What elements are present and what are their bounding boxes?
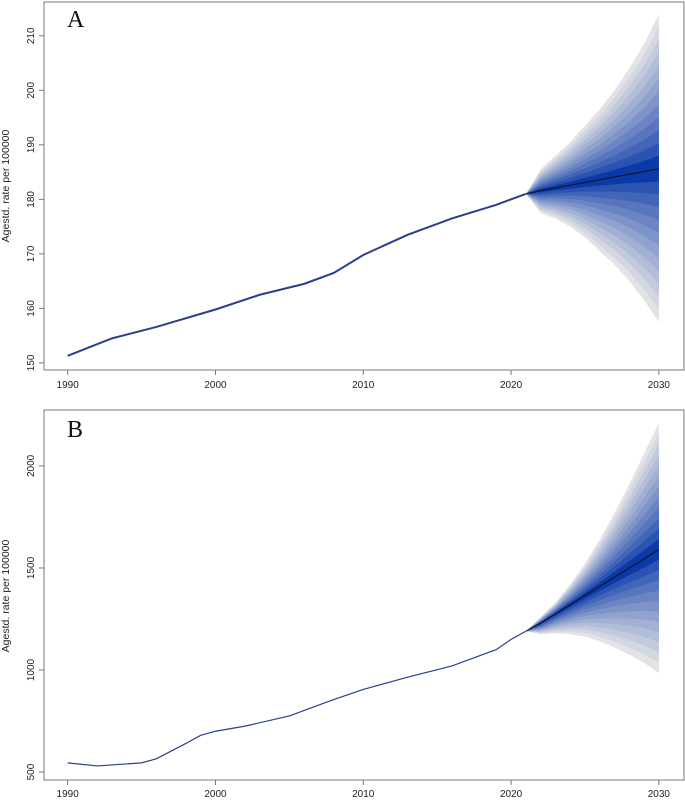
y-tick-label: 200 — [26, 82, 37, 99]
x-tick-label: 2030 — [648, 789, 671, 800]
x-tick-label: 2010 — [352, 380, 375, 391]
panel-b: B Agestd. rate per 100000 1990 2000 2010 20… — [0, 409, 685, 800]
x-tick-label: 2010 — [352, 789, 375, 800]
y-axis-label-b: Agestd. rate per 100000 — [0, 540, 12, 653]
forecast-band-1 — [525, 155, 659, 194]
forecast-median-line — [525, 168, 659, 195]
x-tick-label: 1990 — [57, 380, 80, 391]
forecast-median-line — [525, 549, 660, 632]
y-tick-label: 500 — [26, 763, 37, 780]
forecast-band-2 — [525, 528, 659, 632]
y-tick-label: 210 — [26, 27, 37, 44]
x-tick-label: 2000 — [204, 380, 227, 391]
x-tick-label: 2020 — [500, 789, 523, 800]
y-tick-label: 180 — [26, 191, 37, 208]
panel-label-a: A — [67, 7, 85, 33]
y-tick-label: 160 — [26, 300, 37, 317]
panel-label-b: B — [67, 417, 83, 443]
y-axis-label-a: Agestd. rate per 100000 — [0, 130, 12, 243]
observed-line — [67, 630, 527, 767]
observed-line — [67, 192, 527, 357]
panel-a: A Agestd. rate per 100000 1990 2000 2010 20… — [0, 1, 685, 391]
x-tick-label: 2030 — [648, 380, 671, 391]
y-tick-label: 150 — [26, 354, 37, 371]
x-tick-label: 2020 — [500, 380, 523, 391]
y-tick-label: 1000 — [26, 658, 37, 681]
x-tick-label: 2000 — [204, 789, 227, 800]
y-tick-label: 2000 — [26, 454, 37, 477]
y-tick-label: 1500 — [26, 556, 37, 579]
x-tick-label: 1990 — [57, 789, 80, 800]
y-tick-label: 190 — [26, 136, 37, 153]
y-tick-label: 170 — [26, 245, 37, 262]
